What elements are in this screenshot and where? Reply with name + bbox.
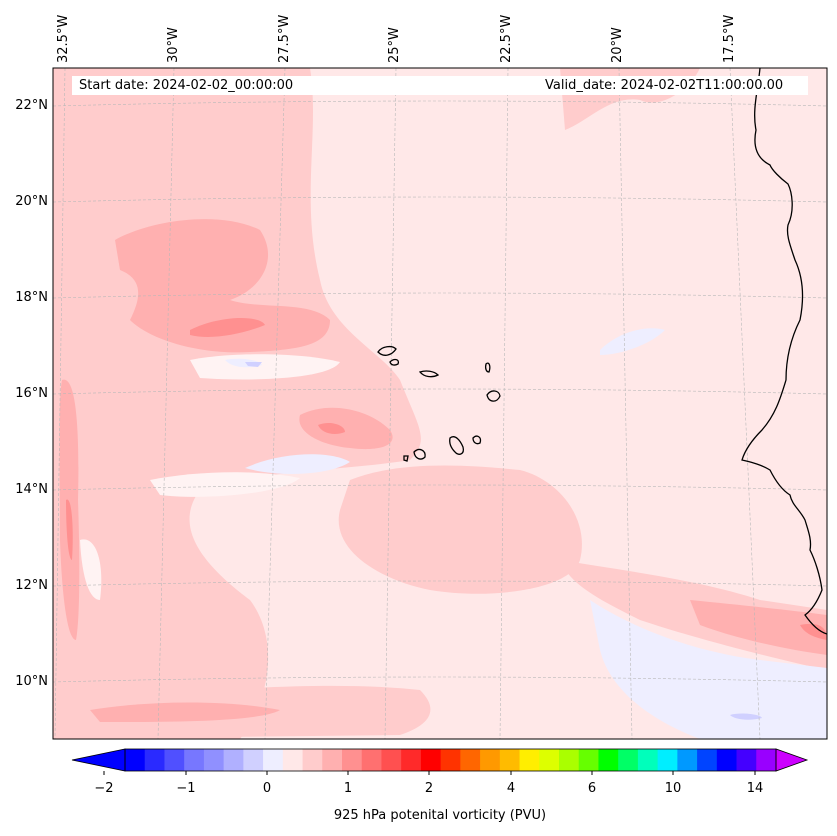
colorbar-cell (716, 749, 737, 771)
pv-region-white-2 (150, 472, 300, 497)
pv-region-max-2 (318, 422, 345, 434)
colorbar-cell (736, 749, 757, 771)
pv-region-south-dark (90, 702, 280, 722)
island-sao-nicolau (418, 370, 440, 378)
pv-region-blue-3 (600, 328, 665, 355)
pv-region-max-3 (66, 499, 73, 560)
island-santo-antao (377, 345, 397, 356)
colorbar-cell (519, 749, 540, 771)
colorbar-tick-label: 1 (343, 781, 353, 796)
colorbar-tick-label: 10 (664, 781, 682, 796)
lon-label-32-5w: 32.5°W (56, 14, 71, 63)
pv-region-blue-6 (730, 713, 762, 720)
colorbar-extend-left (71, 748, 126, 772)
pv-region-max-4 (800, 623, 827, 640)
map-frame (52, 67, 828, 740)
coastlines (377, 68, 827, 635)
colorbar-tick-label: 4 (506, 781, 516, 796)
colorbar-cell (381, 749, 402, 771)
colorbar-cell (618, 749, 639, 771)
island-sal (484, 362, 491, 373)
pv-region-max-1 (190, 318, 265, 337)
lat-label-20n: 20°N (15, 194, 48, 209)
lat-label-12n: 12°N (15, 578, 48, 593)
colorbar-tick-label: −2 (94, 781, 114, 796)
colorbar-cell (302, 749, 323, 771)
colorbar-cell (637, 749, 659, 771)
colorbar-cell (203, 749, 225, 771)
colorbar-cell (322, 749, 343, 771)
lon-label-27-5w: 27.5°W (277, 14, 292, 63)
colorbar-cell (756, 749, 777, 771)
colorbar-tick-label: 0 (262, 781, 272, 796)
colorbar-cell (243, 749, 264, 771)
colorbar-cell (539, 749, 560, 771)
colorbar-cell (164, 749, 185, 771)
pv-region-east-dark (690, 600, 827, 655)
colorbar-cell (401, 749, 422, 771)
lat-label-18n: 18°N (15, 290, 48, 305)
island-brava (403, 455, 409, 462)
colorbar-tick-label: 2 (424, 781, 434, 796)
colorbar-cell (420, 749, 442, 771)
colorbar-title: 925 hPa potenital vorticity (PVU) (333, 808, 547, 823)
island-sao-vicente (389, 358, 400, 366)
lon-label-22-5w: 22.5°W (499, 14, 514, 63)
lat-label-16n: 16°N (15, 386, 48, 401)
colorbar-ticks (103, 771, 756, 775)
colorbar-frame (124, 748, 777, 772)
colorbar-cell (361, 749, 382, 771)
pv-region-north-dark (115, 219, 330, 353)
pv-region-mid-dark (299, 407, 393, 450)
colorbar-cell (499, 749, 520, 771)
colorbar-cell (342, 749, 363, 771)
colorbar-cell (598, 749, 619, 771)
header-background (72, 76, 808, 95)
pv-contours (53, 68, 827, 739)
lon-label-25w: 25°W (387, 27, 402, 63)
colorbar-extend-right (775, 748, 809, 772)
colorbar-tick-label: 6 (587, 781, 597, 796)
colorbar-cell (144, 749, 165, 771)
lon-label-20w: 20°W (610, 27, 625, 63)
pv-region-blue-2 (245, 454, 350, 474)
gridlines (53, 68, 827, 739)
colorbar-tick-label: 14 (746, 781, 764, 796)
colorbar-cell (282, 749, 303, 771)
valid-date-label: Valid_date: 2024-02-02T11:00:00.00 (545, 78, 784, 93)
island-boa-vista (486, 390, 501, 402)
pv-region-blue-5 (245, 362, 262, 367)
colorbar-cell (578, 749, 599, 771)
africa-coastline (741, 68, 827, 635)
colorbar-cell (223, 749, 244, 771)
colorbar-cell (125, 749, 146, 771)
colorbar-cell (657, 749, 678, 771)
colorbar-cell (677, 749, 698, 771)
lat-label-14n: 14°N (15, 482, 48, 497)
pv-region-blue-4 (590, 600, 827, 739)
colorbar (125, 749, 777, 771)
island-santiago (449, 436, 464, 455)
colorbar-cell (559, 749, 580, 771)
island-maio (472, 435, 482, 445)
island-fogo (413, 448, 426, 460)
colorbar-cell (263, 749, 284, 771)
colorbar-cell (440, 749, 461, 771)
lat-label-22n: 22°N (15, 98, 48, 113)
lon-label-30w: 30°W (166, 27, 181, 63)
colorbar-tick-label: −1 (176, 781, 196, 796)
pv-region-central (338, 465, 582, 594)
lat-label-10n: 10°N (15, 674, 48, 689)
colorbar-cell (184, 749, 205, 771)
start-date-label: Start date: 2024-02-02_00:00:00 (79, 78, 294, 93)
colorbar-cell (480, 749, 501, 771)
colorbar-cell (697, 749, 718, 771)
colorbar-cell (460, 749, 481, 771)
lon-label-17-5w: 17.5°W (722, 14, 737, 63)
